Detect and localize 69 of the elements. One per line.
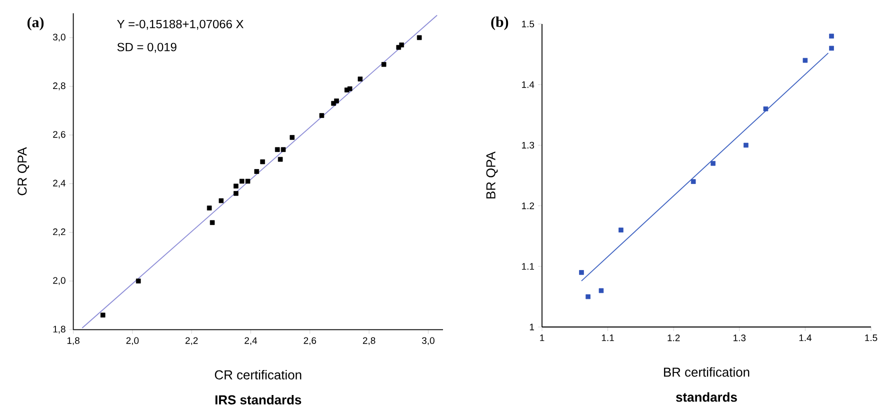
x-tick-label: 2,0	[126, 337, 139, 346]
x-tick-label: 1,8	[67, 337, 80, 346]
x-tick-label: 1.2	[668, 334, 680, 342]
point	[334, 98, 339, 104]
x-axis-title: CR certification	[214, 370, 302, 380]
y-tick-label: 1,8	[53, 326, 66, 334]
y-tick-label: 2,4	[53, 180, 66, 188]
point	[234, 191, 238, 196]
point	[245, 178, 250, 184]
point	[319, 113, 324, 118]
point	[710, 160, 716, 166]
y-tick-label: 1.5	[522, 20, 534, 28]
point	[598, 288, 604, 294]
y-tick-label: 2,6	[53, 131, 66, 139]
point	[239, 178, 244, 184]
point	[416, 35, 422, 40]
point	[278, 156, 283, 162]
point	[254, 169, 260, 174]
point	[399, 42, 404, 48]
point	[802, 58, 808, 63]
y-tick-label: 2,2	[53, 228, 66, 236]
point	[206, 206, 212, 210]
annotation: Y =-0,15188+1,07066 X	[117, 20, 244, 30]
x-tick-label: 1.3	[734, 334, 746, 342]
point	[100, 312, 106, 318]
point	[829, 46, 834, 51]
text: IRS standards	[215, 394, 302, 404]
point	[210, 220, 215, 226]
point	[744, 142, 748, 148]
chart-title: (b)	[491, 16, 508, 30]
point	[260, 159, 265, 164]
point	[136, 278, 141, 284]
y-tick-label: 2,8	[53, 82, 66, 90]
point	[618, 228, 624, 232]
x-tick-label: 3,0	[422, 337, 434, 346]
x-tick-label: 2,4	[244, 337, 258, 346]
x-tick-label: 2,2	[185, 337, 198, 346]
x-tick-label: 1.5	[865, 334, 878, 342]
point	[290, 135, 295, 140]
y-axis-title: CR QPA	[18, 147, 30, 196]
annotation: SD = 0,019	[117, 42, 176, 53]
y-tick-label: 1.4	[522, 81, 534, 88]
x-tick-label: 2,6	[304, 337, 316, 346]
x-axis-title: BR certification	[664, 367, 750, 377]
y-tick-label: 1.3	[522, 142, 534, 149]
y-tick-label: 1.2	[522, 202, 534, 210]
point	[274, 147, 280, 152]
y-tick-label: 3,0	[52, 34, 66, 42]
x-tick-label: 2,8	[362, 337, 376, 346]
point	[586, 294, 590, 300]
y-axis-title: BR QPA	[486, 152, 498, 198]
y-tick-label: 1	[530, 324, 534, 330]
point	[280, 147, 286, 152]
point	[358, 76, 363, 82]
point	[218, 198, 224, 204]
point	[381, 62, 386, 67]
x-tick-label: 1.4	[799, 334, 812, 342]
x-tick-label: 1.1	[602, 334, 614, 342]
chart-title: (a)	[27, 16, 44, 30]
x-tick-label: 1	[540, 334, 544, 342]
text: standards	[676, 392, 737, 402]
y-tick-label: 2,0	[53, 277, 66, 285]
point	[579, 270, 584, 275]
y-tick-label: 1.1	[522, 263, 534, 270]
point	[234, 184, 238, 188]
point	[347, 86, 352, 92]
point	[829, 34, 834, 39]
point	[763, 106, 768, 112]
point	[690, 179, 696, 184]
